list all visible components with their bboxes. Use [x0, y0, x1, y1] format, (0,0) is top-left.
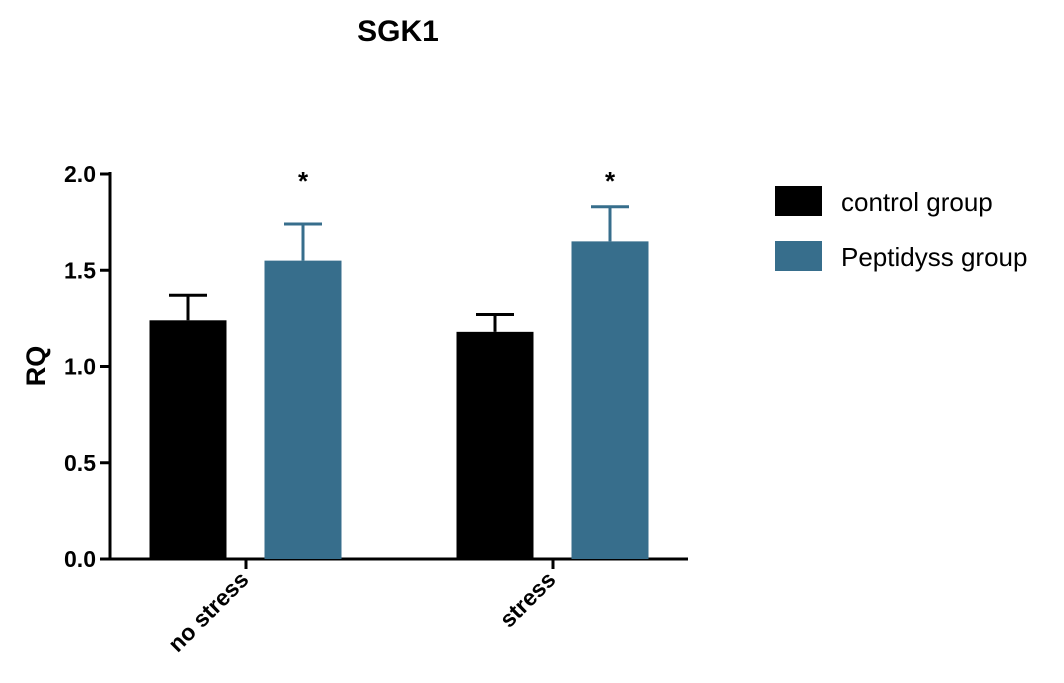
- legend-swatch: [775, 241, 822, 271]
- chart-title: SGK1: [357, 15, 439, 48]
- legend-swatch: [775, 186, 822, 216]
- y-tick-label: 0.0: [64, 546, 96, 572]
- bar: [456, 331, 534, 559]
- significance-marker: *: [298, 166, 309, 196]
- y-tick-label: 2.0: [64, 161, 96, 187]
- legend: control group Peptidyss group: [775, 186, 1027, 272]
- bars: * *: [149, 166, 649, 559]
- bar: [264, 260, 342, 559]
- y-axis-label: RQ: [21, 346, 51, 387]
- x-category-label: no stress: [163, 566, 254, 657]
- legend-label: control group: [841, 187, 993, 217]
- y-tick-label: 0.5: [64, 450, 96, 476]
- bar: [571, 241, 649, 559]
- x-category-label: stress: [494, 566, 560, 632]
- y-tick-label: 1.0: [64, 354, 96, 380]
- legend-label: Peptidyss group: [841, 242, 1027, 272]
- significance-marker: *: [605, 166, 616, 196]
- y-tick-label: 1.5: [64, 257, 96, 283]
- bar: [149, 320, 227, 559]
